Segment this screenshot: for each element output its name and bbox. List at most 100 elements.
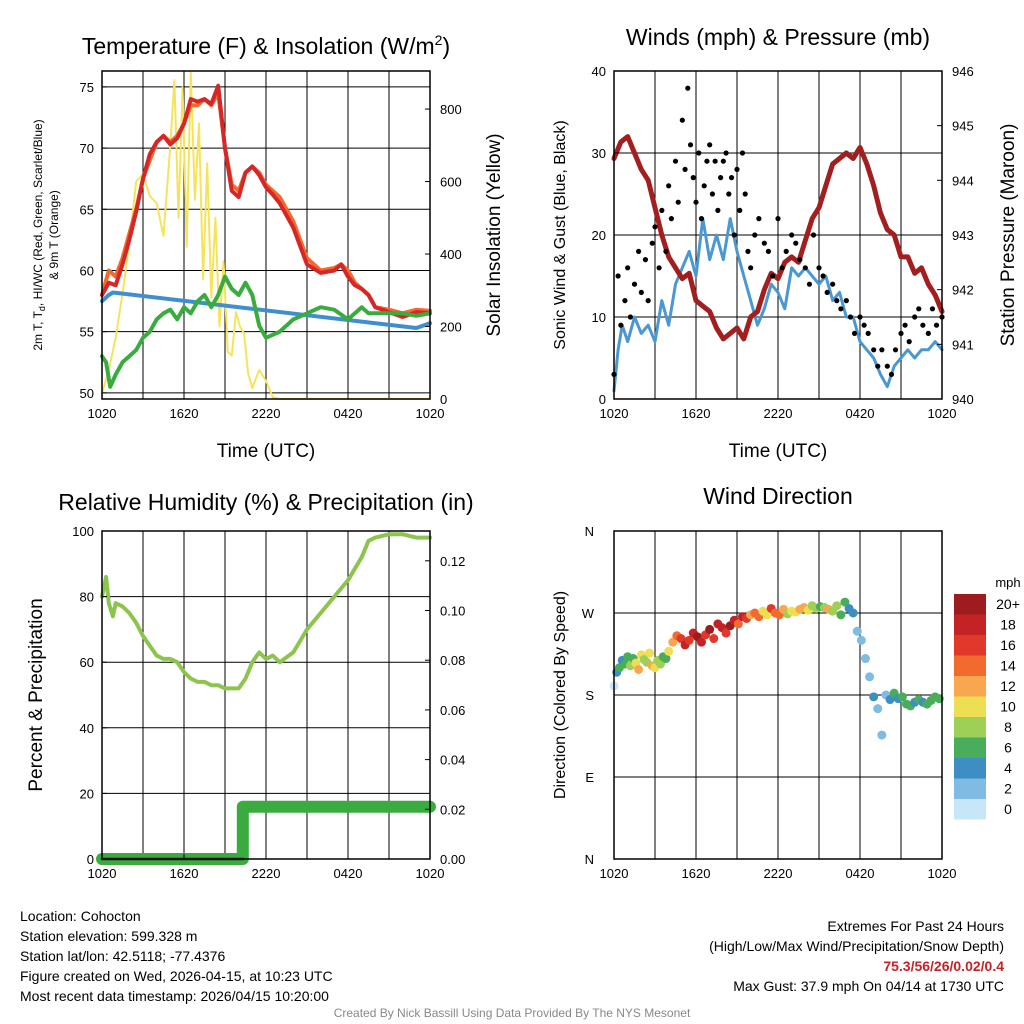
y2-tick-label: 600 — [440, 175, 462, 190]
x-tick-label: 1020 — [88, 866, 117, 881]
gust-point — [712, 158, 718, 164]
y-tick-label: 40 — [80, 721, 94, 736]
gust-point — [685, 85, 691, 91]
gust-point — [625, 265, 631, 271]
elevation-text: Station elevation: 599.328 m — [20, 928, 198, 944]
gust-point — [704, 158, 710, 164]
gust-point — [656, 265, 662, 271]
gust-point — [668, 216, 675, 222]
x-tick-label: 1620 — [170, 866, 199, 881]
colorbar-label: 18 — [1000, 617, 1016, 633]
gust-point — [820, 273, 826, 279]
x-tick-label: 2220 — [764, 406, 793, 421]
direction-point — [705, 624, 715, 634]
y2-tick-label: 945 — [952, 119, 974, 134]
gust-point — [929, 306, 936, 312]
colorbar-swatch — [954, 758, 986, 779]
x-tick-label: 1020 — [928, 866, 957, 881]
extremes-values: 75.3/56/26/0.02/0.4 — [883, 958, 1004, 974]
y2-tick-label: 0.00 — [440, 852, 465, 867]
gust-point — [912, 314, 918, 320]
gust-point — [884, 363, 890, 369]
colorbar-swatch — [954, 635, 986, 656]
gust-point — [726, 191, 732, 197]
direction-point — [668, 637, 678, 647]
y-tick-label: N — [585, 852, 594, 867]
gust-point — [779, 265, 785, 271]
direction-point — [733, 619, 743, 629]
gust-point — [816, 265, 822, 271]
x-tick-label: 1020 — [88, 406, 117, 421]
gust-point — [752, 232, 758, 238]
y2-tick-label: 941 — [952, 337, 974, 352]
rh-panel: 1020 1620 2220 0420 10200204060801000.000.02… — [26, 489, 474, 881]
y2-tick-label: 0.06 — [440, 703, 465, 718]
gust-point — [898, 330, 904, 336]
direction-point — [852, 626, 862, 636]
y-tick-label: 20 — [80, 786, 94, 801]
y-tick-label: 80 — [80, 590, 94, 605]
gust-point — [756, 216, 762, 222]
chart-title: Temperature (F) & Insolation (W/m2) — [82, 32, 450, 59]
gust-point — [871, 347, 877, 353]
gust-point — [830, 281, 836, 287]
colorbar-label: 6 — [1004, 740, 1012, 756]
gust-point — [659, 207, 665, 213]
gust-point — [739, 150, 746, 156]
x-tick-label: 1020 — [416, 866, 445, 881]
gust-point — [933, 322, 940, 328]
gust-point — [693, 199, 699, 205]
direction-point — [869, 692, 879, 702]
y2-axis-title: Station Pressure (Maroon) — [998, 124, 1019, 347]
gust-point — [672, 158, 679, 164]
gust-point — [627, 314, 634, 320]
x-axis-title: Time (UTC) — [217, 441, 316, 462]
gust-point — [682, 166, 688, 172]
colorbar: mph 20+ 18 16 14 12 10 8 6 4 2 0 — [954, 575, 1021, 820]
gust-point — [824, 289, 830, 295]
y-tick-label: E — [585, 770, 594, 785]
x-tick-label: 0420 — [334, 866, 363, 881]
gust-point — [865, 330, 871, 336]
gust-point — [649, 240, 655, 246]
y-axis-title-line2: & 9m T (Orange) — [47, 190, 61, 280]
colorbar-swatch — [954, 696, 986, 717]
gust-point — [615, 273, 621, 279]
x-axis-title: Time (UTC) — [729, 441, 828, 462]
colorbar-label: 2 — [1004, 781, 1012, 797]
gust-point — [892, 347, 899, 353]
extremes-heading: Extremes For Past 24 Hours — [827, 918, 1004, 934]
colorbar-swatch — [954, 737, 986, 758]
gust-point — [879, 347, 885, 353]
gust-point — [802, 265, 808, 271]
gust-point — [861, 322, 867, 328]
gust-point — [679, 117, 685, 123]
y2-tick-label: 0.10 — [440, 604, 465, 619]
gust-point — [696, 150, 702, 156]
y2-tick-label: 200 — [440, 320, 462, 335]
gust-point — [857, 314, 863, 320]
y2-tick-label: 0.08 — [440, 653, 465, 668]
x-tick-label: 0420 — [334, 406, 363, 421]
x-tick-label: 1020 — [416, 406, 445, 421]
direction-point — [885, 695, 895, 705]
y2-tick-label: 0.12 — [440, 554, 465, 569]
series-2m-t — [100, 83, 432, 319]
y-tick-label: 40 — [592, 64, 606, 79]
gust-point — [838, 306, 844, 312]
direction-point — [840, 597, 850, 607]
colorbar-swatch — [954, 676, 986, 697]
gust-point — [875, 363, 881, 369]
gust-point — [707, 142, 713, 148]
series-sonic-wind — [612, 217, 944, 393]
gust-point — [698, 216, 705, 222]
colorbar-title: mph — [995, 575, 1020, 590]
y-axis-title: Direction (Colored By Speed) — [552, 591, 569, 799]
y-tick-label: 50 — [80, 386, 94, 401]
gust-point — [925, 330, 931, 336]
gust-point — [745, 248, 751, 254]
temp-panel: 1020 1620 2220 0420 1020 50 55 60 65 70 75 0 200 400 6… — [31, 32, 505, 462]
gust-point — [709, 191, 716, 197]
